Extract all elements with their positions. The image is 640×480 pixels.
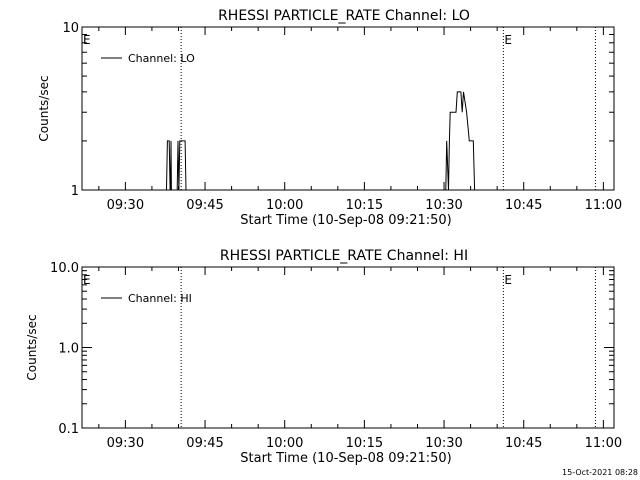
x-tick-label: 10:45 <box>505 436 542 451</box>
marker-label: E <box>504 33 512 47</box>
series-line <box>445 91 476 191</box>
y-tick-label: 10 <box>62 21 79 36</box>
y-axis-label: Counts/sec <box>37 75 51 141</box>
x-tick-label: 10:15 <box>346 198 383 213</box>
x-tick-label: 09:45 <box>186 198 223 213</box>
x-tick-label: 10:45 <box>505 198 542 213</box>
chart-title: RHESSI PARTICLE_RATE Channel: HI <box>220 248 468 264</box>
x-tick-label: 10:30 <box>425 198 462 213</box>
series-line <box>176 140 187 191</box>
y-tick-label: 1.0 <box>58 342 79 357</box>
x-tick-label: 09:30 <box>107 198 144 213</box>
y-tick-label: 1 <box>71 184 79 199</box>
marker-label: E <box>83 33 91 47</box>
x-tick-label: 09:45 <box>186 436 223 451</box>
x-tick-label: 10:15 <box>346 436 383 451</box>
x-tick-label: 09:30 <box>107 436 144 451</box>
x-tick-label: 10:00 <box>266 198 303 213</box>
series-line <box>166 140 172 191</box>
y-tick-label: 0.1 <box>58 422 79 437</box>
y-tick-label: 10.0 <box>50 261 79 276</box>
plot-frame <box>81 26 615 191</box>
x-tick-label: 10:00 <box>266 436 303 451</box>
legend-label: Channel: LO <box>128 52 195 65</box>
chart-title: RHESSI PARTICLE_RATE Channel: LO <box>218 8 470 24</box>
x-axis-label: Start Time (10-Sep-08 09:21:50) <box>240 213 451 228</box>
y-axis-label: Counts/sec <box>25 314 39 380</box>
footer-timestamp: 15-Oct-2021 08:28 <box>562 468 638 477</box>
marker-label: E <box>504 273 512 287</box>
x-tick-label: 11:00 <box>585 198 622 213</box>
marker-label: E <box>83 273 91 287</box>
x-tick-label: 11:00 <box>585 436 622 451</box>
x-tick-label: 10:30 <box>425 436 462 451</box>
x-axis-label: Start Time (10-Sep-08 09:21:50) <box>240 451 451 466</box>
legend-label: Channel: HI <box>128 292 192 305</box>
